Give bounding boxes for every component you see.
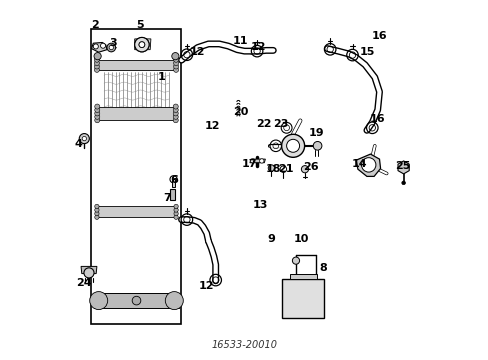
Circle shape xyxy=(95,211,99,216)
Text: 6: 6 xyxy=(170,175,178,185)
Circle shape xyxy=(259,159,264,163)
Text: 24: 24 xyxy=(76,278,92,288)
Circle shape xyxy=(173,57,178,62)
Text: 11: 11 xyxy=(233,36,248,46)
Circle shape xyxy=(84,268,94,278)
Bar xyxy=(289,274,316,279)
Circle shape xyxy=(174,215,178,219)
Text: 20: 20 xyxy=(233,107,248,117)
Bar xyxy=(96,107,177,120)
Circle shape xyxy=(95,204,99,208)
Circle shape xyxy=(139,42,144,48)
Bar xyxy=(282,279,323,318)
Circle shape xyxy=(165,292,183,310)
Bar xyxy=(96,60,177,70)
Text: 16: 16 xyxy=(371,31,386,41)
Text: 8: 8 xyxy=(319,263,327,273)
Text: 12: 12 xyxy=(199,281,214,291)
Text: 12: 12 xyxy=(189,47,205,57)
Circle shape xyxy=(173,114,178,120)
Circle shape xyxy=(173,118,178,123)
Text: 12: 12 xyxy=(251,42,266,52)
Circle shape xyxy=(95,118,100,123)
Polygon shape xyxy=(91,42,107,52)
Circle shape xyxy=(94,60,99,66)
Text: 18: 18 xyxy=(265,164,281,174)
Polygon shape xyxy=(355,154,380,176)
Circle shape xyxy=(173,111,178,116)
Circle shape xyxy=(281,134,304,157)
Text: 13: 13 xyxy=(252,200,268,210)
Text: 5: 5 xyxy=(136,20,143,30)
Circle shape xyxy=(82,136,86,141)
Circle shape xyxy=(109,45,113,50)
Circle shape xyxy=(173,60,178,66)
Polygon shape xyxy=(397,161,408,174)
Circle shape xyxy=(107,43,115,52)
Circle shape xyxy=(94,64,99,69)
Circle shape xyxy=(171,53,179,60)
Text: 16: 16 xyxy=(369,114,385,124)
Text: 22: 22 xyxy=(256,119,271,129)
Circle shape xyxy=(95,104,100,109)
Text: 10: 10 xyxy=(293,234,308,244)
Circle shape xyxy=(95,108,100,113)
Circle shape xyxy=(95,215,99,219)
Text: 23: 23 xyxy=(272,119,287,129)
Circle shape xyxy=(286,139,299,152)
Circle shape xyxy=(132,296,141,305)
Polygon shape xyxy=(249,159,265,163)
Bar xyxy=(169,189,175,200)
Circle shape xyxy=(134,37,149,52)
Circle shape xyxy=(268,165,274,171)
Circle shape xyxy=(301,166,308,173)
Circle shape xyxy=(94,53,101,60)
Bar xyxy=(96,206,177,217)
Text: 14: 14 xyxy=(351,159,367,169)
Text: 1: 1 xyxy=(158,72,165,82)
Circle shape xyxy=(292,257,299,264)
Circle shape xyxy=(401,181,405,185)
Text: 4: 4 xyxy=(75,139,82,149)
Circle shape xyxy=(94,67,99,72)
Circle shape xyxy=(139,42,144,48)
Text: 2: 2 xyxy=(91,20,99,30)
Text: 19: 19 xyxy=(308,128,324,138)
Circle shape xyxy=(250,159,254,163)
Circle shape xyxy=(361,158,375,172)
Text: 16533-20010: 16533-20010 xyxy=(211,340,277,350)
Circle shape xyxy=(93,44,98,49)
Circle shape xyxy=(313,141,321,150)
Circle shape xyxy=(173,64,178,69)
Text: 17: 17 xyxy=(242,159,257,169)
Text: 3: 3 xyxy=(109,38,117,48)
Circle shape xyxy=(89,292,107,310)
Text: 9: 9 xyxy=(267,234,275,244)
Circle shape xyxy=(173,104,178,109)
Circle shape xyxy=(101,43,105,48)
Text: 15: 15 xyxy=(359,47,374,57)
Bar xyxy=(94,293,178,308)
Circle shape xyxy=(173,67,178,72)
Text: 25: 25 xyxy=(394,161,410,171)
Circle shape xyxy=(174,204,178,208)
Text: 26: 26 xyxy=(303,162,318,172)
Circle shape xyxy=(95,114,100,120)
Polygon shape xyxy=(134,39,151,50)
Text: 7: 7 xyxy=(163,193,171,203)
Circle shape xyxy=(94,57,99,62)
Text: 12: 12 xyxy=(204,121,220,131)
Circle shape xyxy=(79,134,89,144)
Text: 21: 21 xyxy=(278,164,293,174)
Circle shape xyxy=(95,111,100,116)
Bar xyxy=(171,179,175,187)
Polygon shape xyxy=(81,266,97,274)
Circle shape xyxy=(174,211,178,216)
Circle shape xyxy=(174,208,178,212)
Bar xyxy=(91,29,181,324)
Circle shape xyxy=(173,108,178,113)
Circle shape xyxy=(134,37,149,52)
Circle shape xyxy=(95,208,99,212)
